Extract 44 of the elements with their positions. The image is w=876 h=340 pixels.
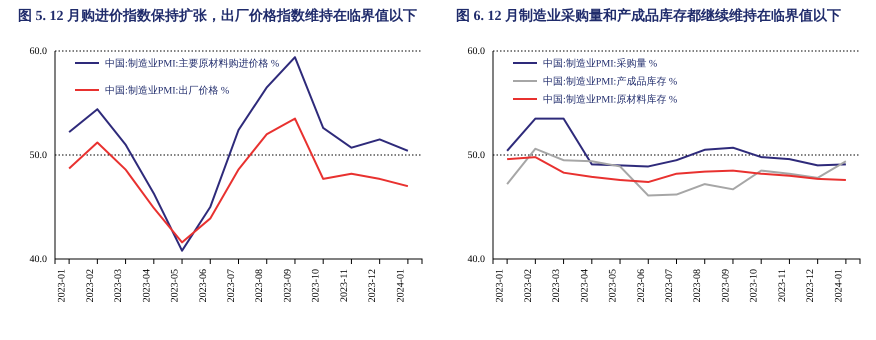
x-tick-label: 2023-01	[56, 269, 68, 302]
x-tick-label: 2023-02	[522, 269, 534, 302]
line-series	[506, 156, 847, 184]
x-tick-label: 2023-12	[367, 269, 378, 302]
x-tick-label: 2023-06	[198, 269, 209, 302]
legend-label: 中国:制造业PMI:原材料库存 %	[543, 94, 678, 106]
x-tick-label: 2023-10	[310, 269, 322, 302]
x-tick-label: 2023-04	[579, 269, 590, 302]
x-tick-label: 2023-12	[805, 269, 816, 302]
legend-label: 中国:制造业PMI:主要原材料购进价格 %	[105, 58, 280, 70]
x-tick-label: 2023-09	[282, 269, 294, 302]
chart-title: 图 5. 12 月购进价指数保持扩张，出厂价格指数维持在临界值以下	[18, 7, 417, 24]
y-tick-label: 40.0	[30, 254, 47, 266]
x-tick-label: 2023-06	[636, 269, 647, 302]
x-tick-label: 2023-11	[776, 269, 788, 302]
x-tick-label: 2023-07	[664, 269, 675, 302]
x-tick-label: 2023-07	[226, 269, 237, 302]
x-tick-label: 2023-01	[494, 269, 506, 302]
x-tick-label: 2023-03	[551, 269, 562, 302]
x-tick-label: 2023-09	[720, 269, 732, 302]
x-tick-label: 2023-05	[170, 269, 181, 302]
y-tick-label: 60.0	[468, 46, 485, 58]
x-tick-label: 2023-03	[113, 269, 124, 302]
y-tick-label: 50.0	[30, 150, 47, 162]
chart-title: 图 6. 12 月制造业采购量和产成品库存都继续维持在临界值以下	[456, 7, 841, 24]
x-tick-label: 2023-02	[84, 269, 96, 302]
x-tick-label: 2023-11	[338, 269, 350, 302]
y-tick-label: 60.0	[30, 46, 47, 58]
line-series	[506, 118, 847, 168]
x-tick-label: 2023-04	[141, 269, 152, 302]
x-tick-label: 2023-08	[254, 269, 266, 302]
x-tick-label: 2023-08	[692, 269, 704, 302]
x-tick-label: 2024-01	[395, 269, 406, 302]
x-tick-label: 2023-05	[608, 269, 619, 302]
x-tick-label: 2024-01	[833, 269, 844, 302]
line-series	[68, 56, 409, 252]
y-tick-label: 50.0	[468, 150, 485, 162]
line-series	[506, 148, 847, 197]
legend-label: 中国:制造业PMI:出厂价格 %	[105, 84, 230, 96]
line-series	[68, 118, 409, 244]
x-tick-label: 2023-10	[748, 269, 760, 302]
legend-label: 中国:制造业PMI:采购量 %	[543, 58, 658, 70]
y-tick-label: 40.0	[468, 254, 485, 266]
legend-label: 中国:制造业PMI:产成品库存 %	[543, 76, 678, 88]
